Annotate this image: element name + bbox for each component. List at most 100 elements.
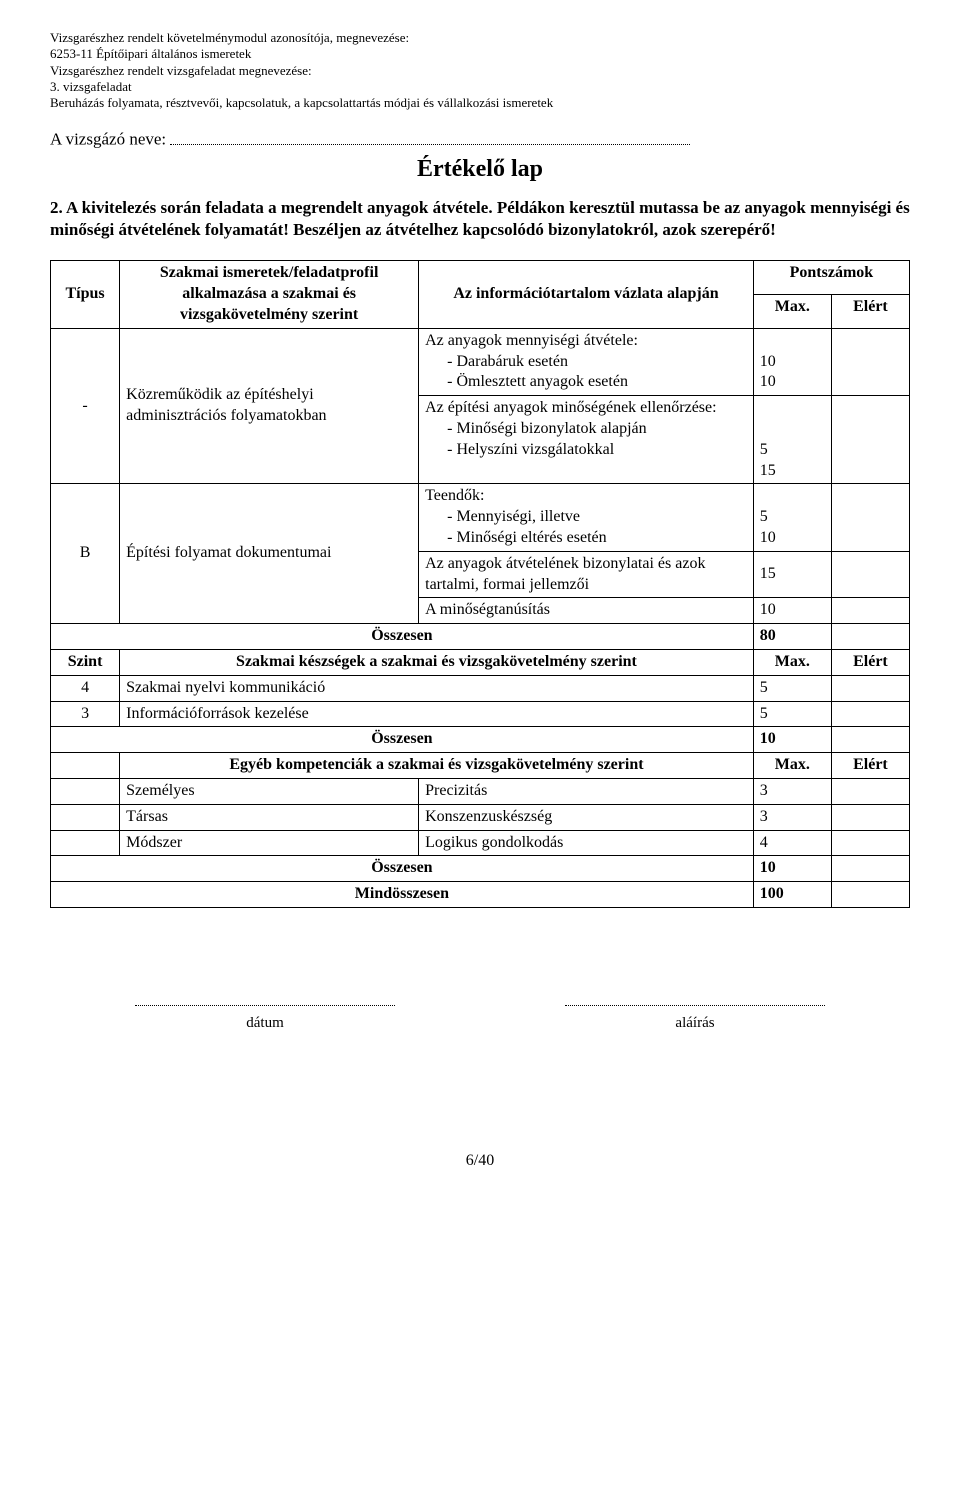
th-other-elert: Elért <box>831 753 909 779</box>
osszesen-1-elert <box>831 624 909 650</box>
table-header-row-1: Típus Szakmai ismeretek/feladatprofil al… <box>51 261 910 295</box>
type-dash-text: Közreműködik az építéshelyi adminisztrác… <box>120 328 419 484</box>
type-dash: - <box>51 328 120 484</box>
other-osszesen-row: Összesen 10 <box>51 856 910 882</box>
skills-ossz-label: Összesen <box>51 727 754 753</box>
crit-teendok-elert <box>831 484 909 551</box>
evaluation-table: Típus Szakmai ismeretek/feladatprofil al… <box>50 260 910 908</box>
mind-label: Mindösszesen <box>51 882 754 908</box>
other-row-3: Módszer Logikus gondolkodás 4 <box>51 830 910 856</box>
sign-dots <box>565 1005 825 1006</box>
other-r2-v: 3 <box>753 804 831 830</box>
th-szakmai: Szakmai ismeretek/feladatprofil alkalmaz… <box>120 261 419 328</box>
type-b: B <box>51 484 120 624</box>
content-row-mennyisegi: - Közreműködik az építéshelyi adminisztr… <box>51 328 910 395</box>
signature-sign-col: aláírás <box>480 998 910 1032</box>
question-text: 2. A kivitelezés során feladata a megren… <box>50 197 910 243</box>
row-osszesen-1: Összesen 80 <box>51 624 910 650</box>
header-line-1: Vizsgarészhez rendelt követelménymodul a… <box>50 30 910 46</box>
skills-ossz-val: 10 <box>753 727 831 753</box>
crit-mennyisegi-elert <box>831 328 909 395</box>
crit-minoseg: Az építési anyagok minőségének ellenőrzé… <box>419 396 754 484</box>
skills-r2-szint: 3 <box>51 701 120 727</box>
skills-header-row: Szint Szakmai készségek a szakmai és viz… <box>51 649 910 675</box>
crit-minosegtanusitas: A minőségtanúsítás <box>419 598 754 624</box>
other-ossz-val: 10 <box>753 856 831 882</box>
other-r3-b: Logikus gondolkodás <box>419 830 754 856</box>
other-r3-a: Módszer <box>120 830 419 856</box>
crit-mennyisegi-max: 10 10 <box>753 328 831 395</box>
crit-minosegtanusitas-elert <box>831 598 909 624</box>
header-line-5: Beruházás folyamata, résztvevői, kapcsol… <box>50 95 910 111</box>
other-r1-v: 3 <box>753 778 831 804</box>
skills-r1-szint: 4 <box>51 675 120 701</box>
mindosszesen-row: Mindösszesen 100 <box>51 882 910 908</box>
other-r1-a: Személyes <box>120 778 419 804</box>
th-other-max: Max. <box>753 753 831 779</box>
th-skills-max: Max. <box>753 649 831 675</box>
type-b-text: Építési folyamat dokumentumai <box>120 484 419 624</box>
other-ossz-elert <box>831 856 909 882</box>
date-dots <box>135 1005 395 1006</box>
th-szint: Szint <box>51 649 120 675</box>
crit-teendok: Teendők: - Mennyiségi, illetve - Minőség… <box>419 484 754 551</box>
other-r2-a: Társas <box>120 804 419 830</box>
crit-bizonylatai-elert <box>831 551 909 598</box>
other-r1-b: Precizitás <box>419 778 754 804</box>
sign-label: aláírás <box>675 1015 714 1031</box>
other-r2-elert <box>831 804 909 830</box>
module-header: Vizsgarészhez rendelt követelménymodul a… <box>50 30 910 111</box>
crit-bizonylatai-max: 15 <box>753 551 831 598</box>
th-max: Max. <box>753 295 831 329</box>
other-head-empty <box>51 753 120 779</box>
osszesen-1-val: 80 <box>753 624 831 650</box>
signature-date-col: dátum <box>50 998 480 1032</box>
examinee-name-label: A vizsgázó neve: <box>50 130 166 149</box>
other-r3-elert <box>831 830 909 856</box>
th-elert: Elért <box>831 295 909 329</box>
other-row-1: Személyes Precizitás 3 <box>51 778 910 804</box>
th-info: Az információtartalom vázlata alapján <box>419 261 754 328</box>
header-line-3: Vizsgarészhez rendelt vizsgafeladat megn… <box>50 63 910 79</box>
other-r3-empty <box>51 830 120 856</box>
crit-minoseg-elert <box>831 396 909 484</box>
crit-minosegtanusitas-max: 10 <box>753 598 831 624</box>
other-r3-v: 4 <box>753 830 831 856</box>
other-header-row: Egyéb kompetenciák a szakmai és vizsgakö… <box>51 753 910 779</box>
mind-elert <box>831 882 909 908</box>
other-r2-empty <box>51 804 120 830</box>
skills-r2-text: Információforrások kezelése <box>120 701 754 727</box>
examinee-name-line: A vizsgázó neve: <box>50 129 910 149</box>
crit-bizonylatai: Az anyagok átvételének bizonylatai és az… <box>419 551 754 598</box>
th-skills-elert: Elért <box>831 649 909 675</box>
skills-r2-max: 5 <box>753 701 831 727</box>
skills-r1-text: Szakmai nyelvi kommunikáció <box>120 675 754 701</box>
skills-row-2: 3 Információforrások kezelése 5 <box>51 701 910 727</box>
mind-val: 100 <box>753 882 831 908</box>
crit-minoseg-max: 5 15 <box>753 396 831 484</box>
th-tipus: Típus <box>51 261 120 328</box>
other-r2-b: Konszenzuskészség <box>419 804 754 830</box>
signature-row: dátum aláírás <box>50 998 910 1032</box>
th-pontszamok: Pontszámok <box>753 261 909 295</box>
crit-mennyisegi: Az anyagok mennyiségi átvétele: - Darabá… <box>419 328 754 395</box>
page-number: 6/40 <box>50 1152 910 1170</box>
th-skills: Szakmai készségek a szakmai és vizsgaköv… <box>120 649 754 675</box>
skills-osszesen-row: Összesen 10 <box>51 727 910 753</box>
other-r1-elert <box>831 778 909 804</box>
dotted-name-fill <box>170 129 690 144</box>
th-other: Egyéb kompetenciák a szakmai és vizsgakö… <box>120 753 754 779</box>
page-title: Értékelő lap <box>50 156 910 183</box>
header-line-4: 3. vizsgafeladat <box>50 79 910 95</box>
date-label: dátum <box>246 1015 284 1031</box>
other-r1-empty <box>51 778 120 804</box>
other-row-2: Társas Konszenzuskészség 3 <box>51 804 910 830</box>
other-ossz-label: Összesen <box>51 856 754 882</box>
crit-teendok-max: 5 10 <box>753 484 831 551</box>
skills-row-1: 4 Szakmai nyelvi kommunikáció 5 <box>51 675 910 701</box>
skills-r2-elert <box>831 701 909 727</box>
skills-ossz-elert <box>831 727 909 753</box>
header-line-2: 6253-11 Építőipari általános ismeretek <box>50 46 910 62</box>
skills-r1-elert <box>831 675 909 701</box>
osszesen-1-label: Összesen <box>51 624 754 650</box>
